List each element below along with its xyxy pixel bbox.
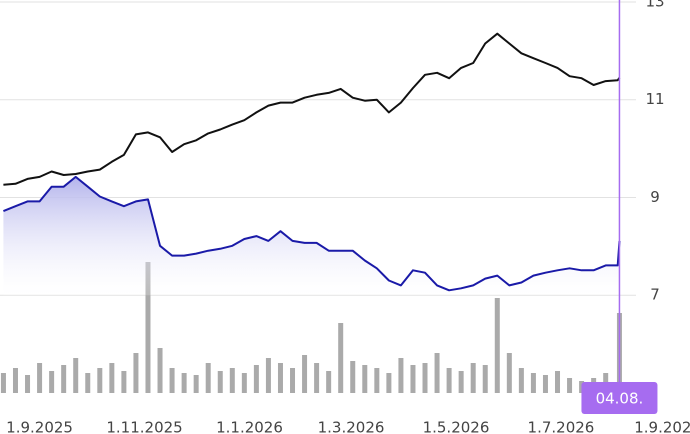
volume-bar xyxy=(338,323,344,393)
volume-bar xyxy=(350,361,356,393)
volume-bar xyxy=(302,355,308,393)
volume-bar xyxy=(398,358,404,393)
volume-bar xyxy=(133,353,139,393)
volume-bar xyxy=(61,365,67,393)
volume-bar xyxy=(555,371,561,393)
volume-bar xyxy=(85,373,91,393)
volume-bar xyxy=(567,378,573,393)
volume-bar xyxy=(49,371,55,393)
x-tick-label: 1.7.2026 xyxy=(528,419,595,434)
volume-bar xyxy=(265,358,271,393)
volume-bar xyxy=(362,365,368,393)
volume-bar xyxy=(73,358,79,393)
volume-bar xyxy=(0,373,6,393)
x-tick-label: 1.9.2026 xyxy=(634,419,690,434)
volume-bar xyxy=(458,371,464,393)
volume-bar xyxy=(326,371,332,393)
y-tick-label: 7 xyxy=(650,286,660,304)
volume-bar xyxy=(422,363,428,393)
volume-bar xyxy=(205,363,211,393)
volume-bar xyxy=(157,348,163,393)
x-tick-label: 1.11.2025 xyxy=(106,419,182,434)
x-tick-label: 1.5.2026 xyxy=(423,419,490,434)
volume-bar xyxy=(25,375,31,393)
volume-bar xyxy=(241,373,247,393)
volume-bar xyxy=(542,375,548,393)
volume-bar xyxy=(121,371,127,393)
volume-bar xyxy=(193,375,199,393)
volume-bar xyxy=(482,365,488,393)
y-tick-label: 13 xyxy=(645,0,664,10)
volume-bar xyxy=(446,368,452,393)
volume-bar xyxy=(12,368,18,393)
volume-bar xyxy=(37,363,43,393)
volume-bar xyxy=(217,371,223,393)
volume-bar xyxy=(518,368,524,393)
x-tick-label: 1.9.2025 xyxy=(6,419,73,434)
volume-bar xyxy=(109,363,115,393)
cursor-label-box xyxy=(581,382,658,414)
area xyxy=(3,176,620,296)
y-tick-label: 11 xyxy=(645,90,664,108)
volume-bar xyxy=(181,373,187,393)
line xyxy=(3,32,621,186)
volume-bar xyxy=(530,373,536,393)
volume-bar xyxy=(386,373,392,393)
y-tick-label: 9 xyxy=(650,188,660,206)
line xyxy=(3,175,621,292)
volume-bar xyxy=(229,368,235,393)
x-tick-label: 1.1.2026 xyxy=(216,419,283,434)
volume-bar xyxy=(314,363,320,393)
volume-bar xyxy=(374,368,380,393)
volume-bar xyxy=(290,368,296,393)
volume-bar xyxy=(169,368,175,393)
volume-bar xyxy=(145,262,151,393)
volume-bar xyxy=(97,368,103,393)
cursor-label: 04.08. xyxy=(596,390,644,408)
volume-bar xyxy=(494,298,500,393)
volume-bar xyxy=(253,365,259,393)
volume-bar xyxy=(277,363,283,393)
volume-bar xyxy=(470,363,476,393)
volume-bar xyxy=(506,353,512,393)
x-tick-label: 1.3.2026 xyxy=(318,419,385,434)
volume-bar xyxy=(410,365,416,393)
volume-bar xyxy=(434,353,440,393)
